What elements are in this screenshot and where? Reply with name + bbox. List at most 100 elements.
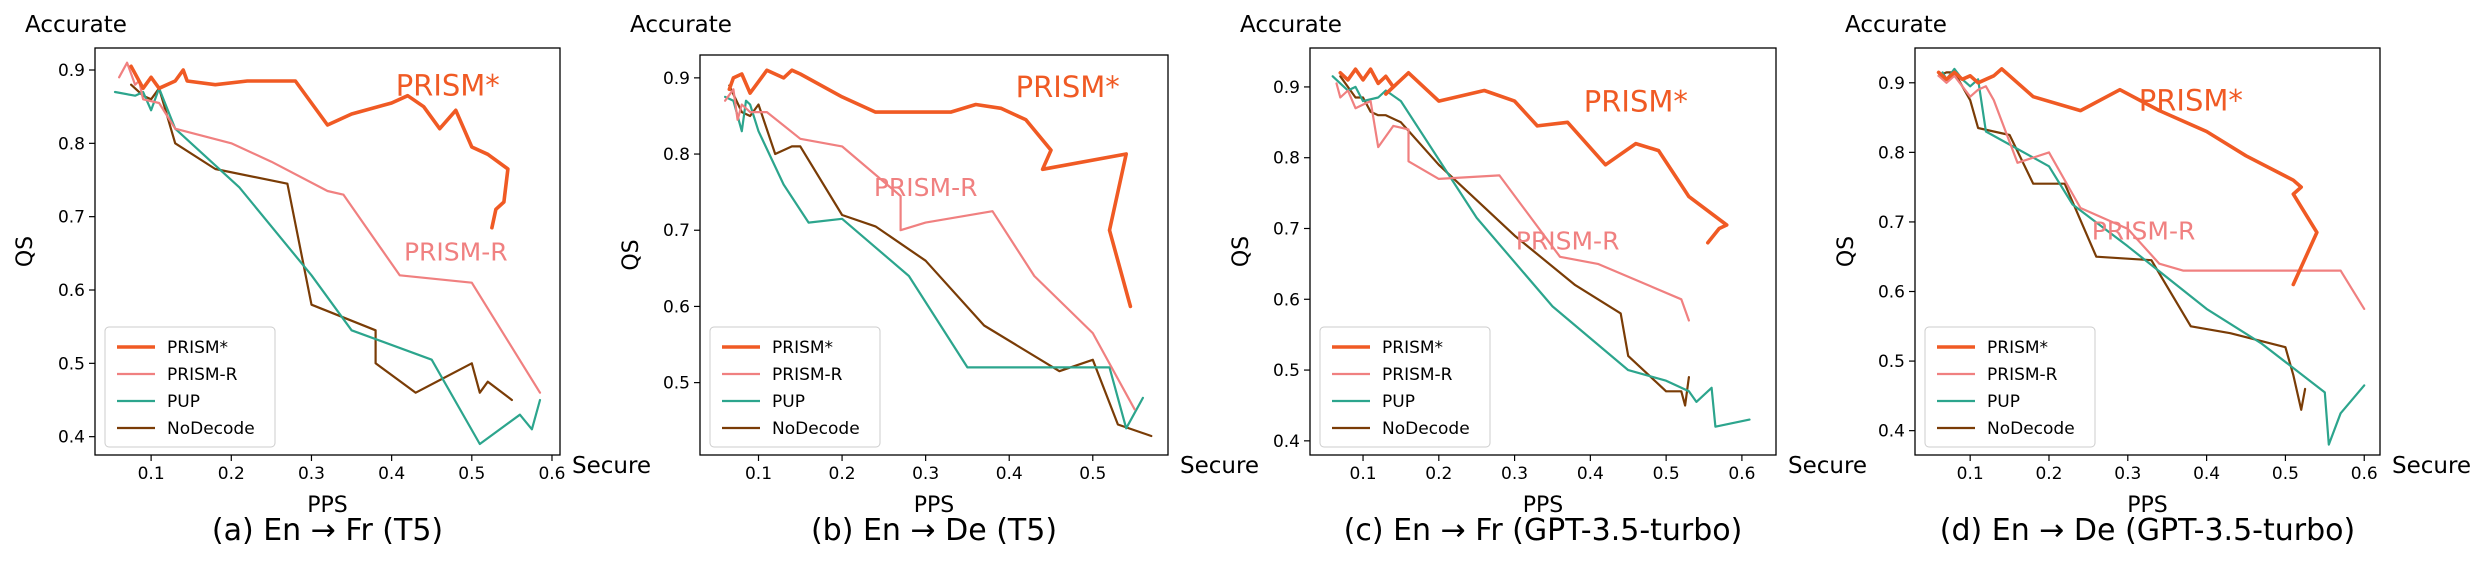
- series-group: [113, 61, 542, 446]
- legend: PRISM* PRISM-R PUP NoDecode: [1924, 326, 2096, 448]
- legend-entry: PRISM-R: [772, 365, 843, 385]
- legend-entry: NoDecode: [1382, 419, 1470, 439]
- legend-entry: PUP: [1987, 392, 2020, 412]
- legend-entry: NoDecode: [1987, 419, 2075, 439]
- series-line-prismr: [118, 61, 542, 394]
- x-tick-label: 0.2: [1425, 464, 1452, 484]
- legend: PRISM* PRISM-R PUP NoDecode: [709, 326, 881, 448]
- x-tick-label: 0.6: [1728, 464, 1755, 484]
- y-tick-label: 0.4: [1273, 432, 1300, 452]
- y-axis-label: QS: [1834, 236, 1859, 267]
- x-tick-label: 0.5: [1653, 464, 1680, 484]
- panel-caption: (c) En → Fr (GPT-3.5-turbo): [1344, 513, 1743, 548]
- x-tick-label: 0.2: [2035, 464, 2062, 484]
- series-line-prism: [129, 64, 510, 230]
- series-group: [1331, 67, 1751, 428]
- secure-label: Secure: [2392, 453, 2471, 479]
- series-group: [724, 68, 1153, 438]
- x-axis-label: PPS: [2127, 493, 2168, 518]
- legend-entry: PRISM-R: [1987, 365, 2058, 385]
- panel-1: 0.1 0.2 0.3 0.4 0.5 0.6 0.4 0.5 0.6 0.7 0.8 0.9 PRIS…: [13, 12, 651, 548]
- panel-caption: (b) En → De (T5): [811, 513, 1057, 548]
- y-tick-label: 0.7: [1878, 213, 1905, 233]
- legend-entry: PRISM-R: [1382, 365, 1453, 385]
- panel-2: 0.1 0.2 0.3 0.4 0.50.50.60.70.80.9 PRISM*PRIS…: [619, 12, 1259, 548]
- plot-frame: [699, 54, 1169, 456]
- annotation-label: PRISM-R: [2092, 216, 2196, 245]
- accurate-label: Accurate: [630, 12, 732, 38]
- plot-frame: [94, 47, 561, 456]
- secure-label: Secure: [1180, 453, 1259, 479]
- x-tick-label: 0.3: [912, 464, 939, 484]
- x-axis-label: PPS: [914, 493, 955, 518]
- x-tick-label: 0.4: [378, 464, 405, 484]
- x-tick-label: 0.5: [2272, 464, 2299, 484]
- series-line-prismr: [1335, 82, 1690, 322]
- x-axis-label: PPS: [1523, 493, 1564, 518]
- accurate-label: Accurate: [1845, 12, 1947, 38]
- y-tick-label: 0.7: [1273, 219, 1300, 239]
- legend-entry: PRISM-R: [167, 365, 238, 385]
- y-tick-label: 0.8: [58, 134, 85, 154]
- y-tick-label: 0.8: [1878, 143, 1905, 163]
- x-tick-label: 0.1: [745, 464, 772, 484]
- legend-entry: PUP: [772, 392, 805, 412]
- y-tick-label: 0.4: [1878, 422, 1905, 442]
- legend-entry: PUP: [1382, 392, 1415, 412]
- series-line-pup: [113, 87, 542, 446]
- x-tick-label: 0.6: [2351, 464, 2378, 484]
- series-line-prismr: [1937, 74, 2366, 310]
- plot-frame: [1914, 47, 2381, 456]
- legend-box: [709, 326, 881, 448]
- y-tick-label: 0.5: [1273, 361, 1300, 381]
- y-tick-label: 0.6: [58, 281, 85, 301]
- series-line-prism: [1936, 67, 2319, 287]
- annotation-label: PRISM-R: [404, 238, 508, 267]
- accurate-label: Accurate: [25, 12, 127, 38]
- legend-box: [1319, 326, 1491, 448]
- y-tick-label: 0.9: [663, 69, 690, 89]
- panel-caption: (d) En → De (GPT-3.5-turbo): [1940, 513, 2355, 548]
- y-tick-label: 0.5: [1878, 352, 1905, 372]
- legend-box: [1924, 326, 2096, 448]
- panel-caption: (a) En → Fr (T5): [212, 513, 443, 548]
- y-tick-label: 0.8: [663, 145, 690, 165]
- x-tick-label: 0.1: [138, 464, 165, 484]
- x-tick-label: 0.5: [1079, 464, 1106, 484]
- annotation-label: PRISM*: [396, 69, 500, 103]
- y-tick-label: 0.8: [1273, 149, 1300, 169]
- panel-3: 0.1 0.2 0.3 0.4 0.5 0.6 0.4 0.5 0.6 0.7 0.8 0.9 PRIS…: [1229, 12, 1867, 548]
- legend: PRISM* PRISM-R PUP NoDecode: [104, 326, 276, 448]
- legend-entry: PUP: [167, 392, 200, 412]
- y-tick-label: 0.7: [58, 208, 85, 228]
- y-axis-label: QS: [1229, 236, 1254, 267]
- legend-entry: PRISM*: [167, 338, 228, 358]
- x-tick-label: 0.3: [298, 464, 325, 484]
- legend-entry: PRISM*: [772, 338, 833, 358]
- series-line-nodecode: [130, 83, 513, 402]
- series-line-prism: [1338, 67, 1729, 245]
- y-tick-label: 0.4: [58, 428, 85, 448]
- legend-box: [104, 326, 276, 448]
- x-tick-label: 0.1: [1350, 464, 1377, 484]
- legend: PRISM* PRISM-R PUP NoDecode: [1319, 326, 1491, 448]
- annotation-label: PRISM*: [1584, 85, 1688, 119]
- plot-frame: [1309, 47, 1777, 456]
- y-tick-label: 0.9: [1878, 74, 1905, 94]
- legend-entry: NoDecode: [167, 419, 255, 439]
- x-tick-label: 0.4: [996, 464, 1023, 484]
- x-tick-label: 0.4: [1577, 464, 1604, 484]
- series-line-prism: [727, 68, 1133, 309]
- annotation-label: PRISM-R: [1516, 227, 1620, 256]
- x-tick-label: 0.3: [1501, 464, 1528, 484]
- secure-label: Secure: [572, 453, 651, 479]
- series-line-prismr: [724, 88, 1136, 411]
- x-tick-label: 0.2: [829, 464, 856, 484]
- annotation-label: PRISM*: [2139, 84, 2243, 118]
- legend-entry: NoDecode: [772, 419, 860, 439]
- y-tick-label: 0.5: [58, 354, 85, 374]
- x-tick-label: 0.2: [218, 464, 245, 484]
- series-line-pup: [1331, 75, 1751, 428]
- y-tick-label: 0.9: [58, 61, 85, 81]
